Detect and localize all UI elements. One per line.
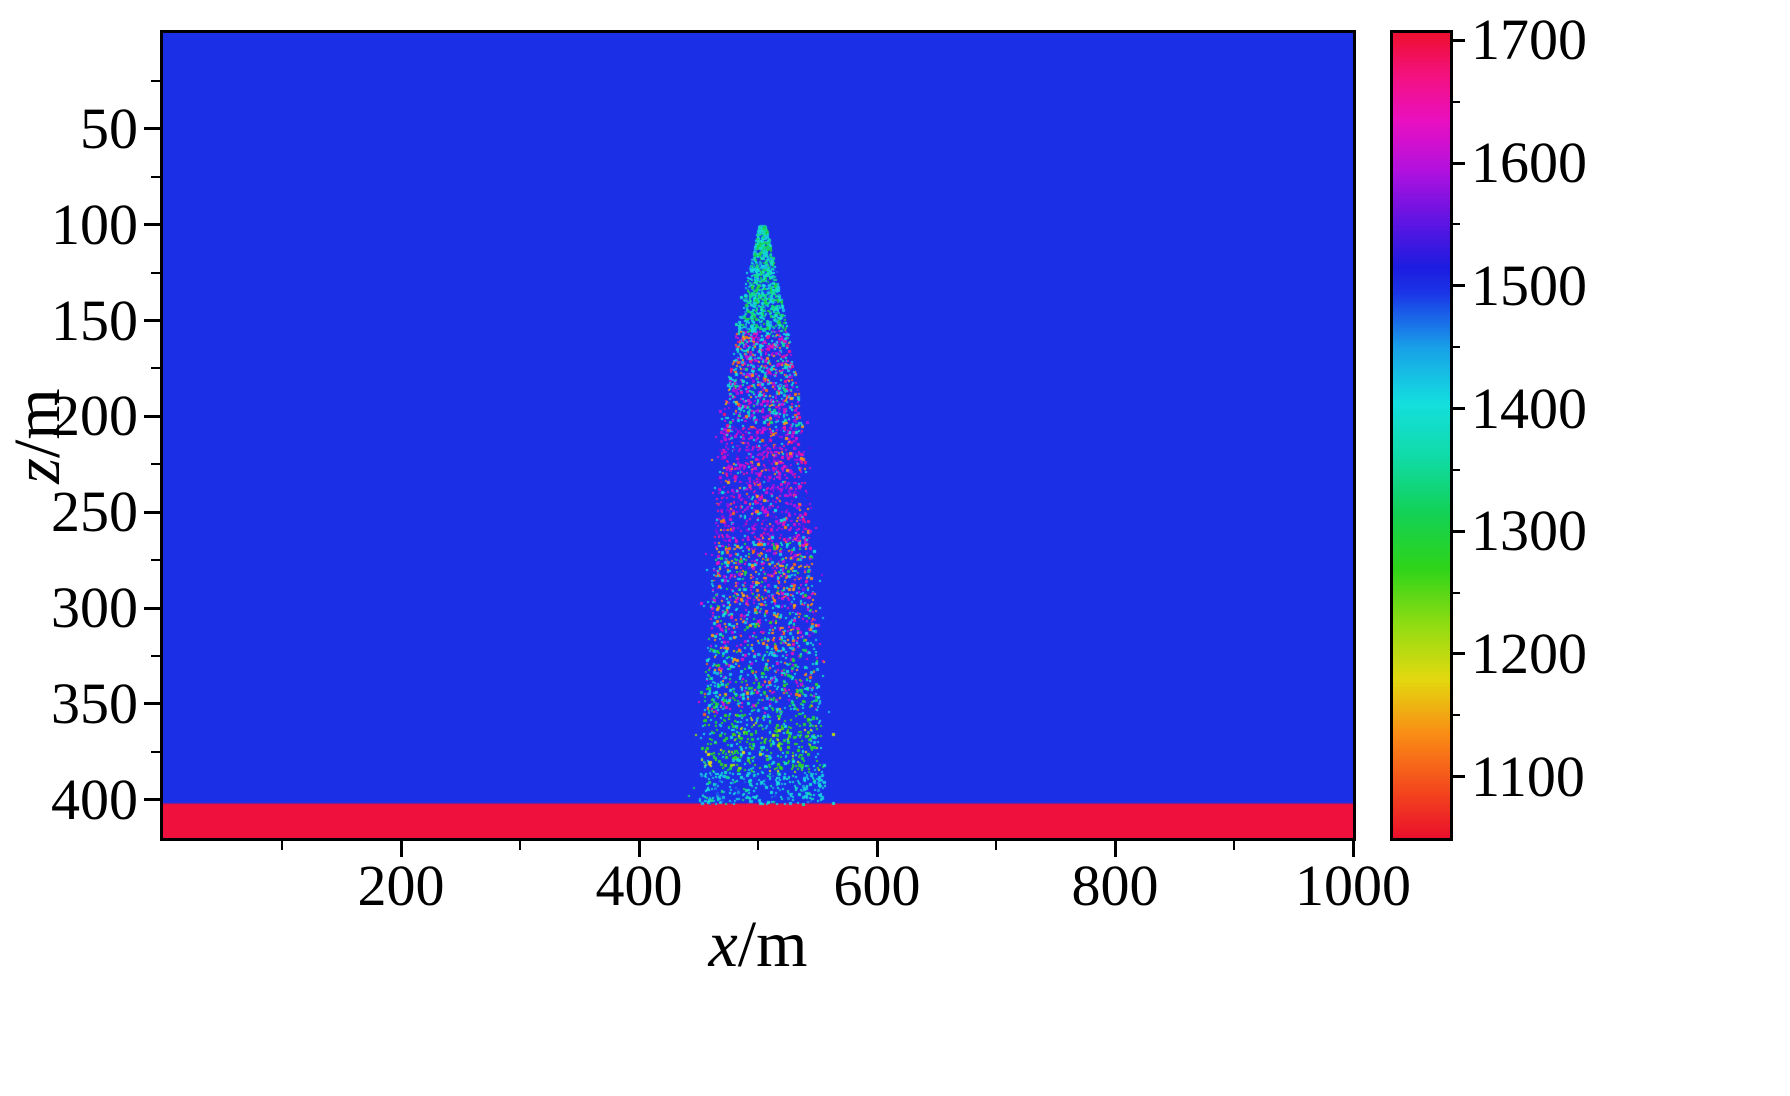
colorbar-tick-label: 1400 [1471, 375, 1587, 441]
x-axis-tick [399, 841, 403, 857]
z-tick-label: 100 [51, 191, 138, 257]
z-axis-minor-tick [151, 79, 160, 82]
x-axis-tick [1113, 841, 1117, 857]
z-tick-label: 150 [51, 287, 138, 353]
z-axis-tick [144, 798, 160, 802]
x-axis-label-variable: x [708, 908, 738, 981]
colorbar-gradient-canvas [1393, 33, 1450, 838]
colorbar-minor-tick [1453, 223, 1460, 226]
z-tick-label: 300 [51, 575, 138, 640]
z-axis-tick [144, 223, 160, 227]
z-axis-tick [144, 414, 160, 418]
colorbar-tick [1453, 529, 1465, 533]
z-tick-label: 400 [51, 766, 138, 832]
x-axis-minor-tick [995, 841, 997, 850]
colorbar-tick [1453, 161, 1465, 165]
z-axis-tick [144, 606, 160, 610]
x-axis-minor-tick [281, 841, 283, 850]
x-tick-label: 800 [1071, 853, 1159, 918]
z-axis-minor-tick [151, 559, 160, 562]
plot-area [160, 30, 1356, 841]
z-tick-label: 250 [51, 479, 138, 545]
colorbar-tick-label: 1300 [1471, 498, 1587, 564]
colorbar-tick-label: 1600 [1471, 130, 1587, 196]
colorbar [1390, 30, 1453, 841]
x-axis-tick [1351, 841, 1355, 857]
x-tick-label: 1000 [1295, 853, 1411, 918]
z-axis-minor-tick [151, 175, 160, 178]
colorbar-minor-tick [1453, 100, 1460, 103]
z-axis-minor-tick [151, 463, 160, 466]
x-axis-label: x/m [709, 912, 808, 978]
x-axis-minor-tick [757, 841, 759, 850]
z-axis-tick [144, 127, 160, 131]
x-axis-label-unit: /m [737, 908, 808, 981]
z-axis-tick [144, 319, 160, 322]
z-tick-label: 50 [80, 95, 138, 161]
x-tick-label: 600 [833, 853, 921, 918]
colorbar-tick [1453, 284, 1465, 288]
z-axis-tick [144, 510, 160, 514]
colorbar-minor-tick [1453, 714, 1460, 717]
heatmap-canvas [163, 33, 1353, 838]
x-axis-minor-tick [1233, 841, 1235, 850]
z-axis-minor-tick [151, 367, 160, 370]
colorbar-tick-label: 1700 [1471, 7, 1587, 73]
z-axis-minor-tick [151, 750, 160, 753]
colorbar-tick [1453, 775, 1465, 779]
colorbar-tick [1453, 38, 1465, 42]
colorbar-minor-tick [1453, 346, 1460, 349]
colorbar-minor-tick [1453, 591, 1460, 594]
x-axis-tick [875, 841, 879, 857]
colorbar-tick-label: 1200 [1471, 620, 1587, 686]
colorbar-tick [1453, 407, 1465, 410]
colorbar-tick-label: 1100 [1471, 743, 1585, 809]
colorbar-minor-tick [1453, 468, 1460, 471]
colorbar-tick [1453, 652, 1465, 656]
x-axis-tick [637, 841, 641, 857]
x-axis-minor-tick [519, 841, 521, 850]
z-tick-label: 350 [51, 670, 138, 736]
z-axis-minor-tick [151, 654, 160, 657]
z-axis-minor-tick [151, 271, 160, 274]
z-axis-tick [144, 702, 160, 706]
z-tick-label: 200 [51, 383, 138, 449]
x-tick-label: 400 [595, 853, 683, 918]
colorbar-tick-label: 1500 [1471, 252, 1587, 318]
x-tick-label: 200 [357, 853, 445, 918]
